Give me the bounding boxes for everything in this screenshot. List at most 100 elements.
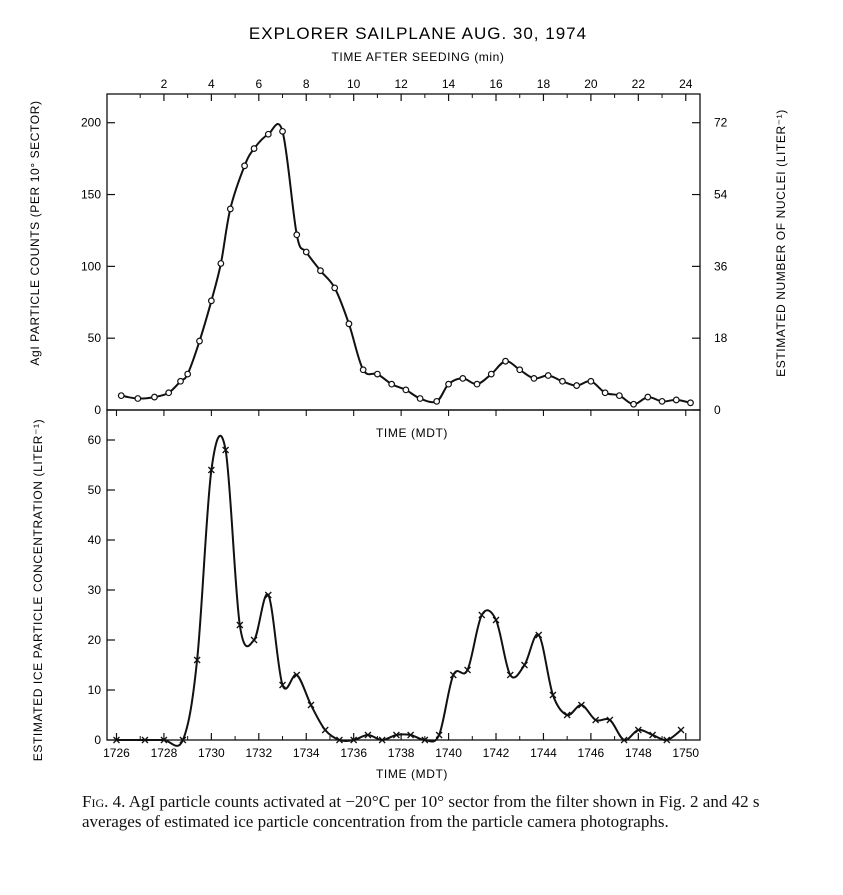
top-y-tick-label: 0	[94, 403, 101, 417]
data-point-circle	[459, 375, 467, 382]
data-point-x	[179, 736, 187, 744]
bottom-y-tick-label: 10	[88, 683, 102, 697]
data-point-x-stroke	[335, 736, 343, 744]
top-x-tick-label: 10	[347, 77, 361, 91]
data-point-circle	[544, 372, 552, 379]
data-point-x-stroke	[663, 736, 671, 744]
data-point-x-stroke	[236, 621, 244, 629]
top-y-tick-label: 150	[81, 188, 101, 202]
data-point-x	[250, 636, 258, 644]
top-y-tick-label: 200	[81, 116, 101, 130]
top-y-tick-label: 50	[88, 331, 102, 345]
data-point-circle	[151, 393, 158, 401]
data-point-x	[464, 666, 472, 674]
data-point-x-stroke	[563, 711, 571, 719]
data-point-circle	[250, 145, 258, 152]
bottom-panel-frame	[106, 409, 701, 741]
data-point-x-stroke	[606, 716, 614, 724]
data-point-x-stroke	[506, 671, 514, 679]
top-panel-x-axis-label: TIME (MDT)	[376, 426, 448, 440]
data-point-x	[449, 671, 457, 679]
figure-caption: Fig. 4. AgI particle counts activated at…	[82, 792, 822, 832]
data-point-circle	[644, 393, 652, 401]
data-point-circle	[184, 370, 192, 378]
data-point-circle	[302, 248, 310, 256]
data-point-circle	[279, 127, 286, 135]
data-point-x	[113, 736, 120, 744]
top-y-tick-label: 100	[81, 259, 101, 273]
data-point-x-stroke	[592, 716, 600, 724]
data-point-x-stroke	[321, 726, 329, 734]
top-x-tick-label: 24	[679, 77, 693, 91]
data-point-x	[236, 621, 244, 629]
data-point-x	[421, 736, 429, 744]
data-point-circle	[207, 297, 215, 305]
top-right-y-tick-label: 0	[714, 403, 721, 417]
data-point-x-stroke	[549, 691, 557, 699]
caption-label: Fig. 4.	[82, 792, 126, 811]
data-point-circle	[217, 260, 225, 267]
data-point-circle	[516, 366, 524, 374]
top-x-tick-label: 8	[303, 77, 310, 91]
data-point-x	[577, 701, 585, 709]
data-point-circle	[615, 392, 623, 400]
top-panel-right-y-axis-label: ESTIMATED NUMBER OF NUCLEI (LITER⁻¹)	[774, 109, 788, 377]
bottom-y-tick-label: 60	[88, 433, 102, 447]
data-point-circle	[433, 397, 441, 405]
data-point-x-stroke	[677, 726, 685, 734]
bottom-panel-x-axis-label: TIME (MDT)	[376, 767, 448, 781]
data-point-x-stroke	[392, 731, 400, 739]
data-point-x	[222, 446, 230, 454]
top-series-line	[121, 123, 691, 406]
data-point-circle	[587, 377, 595, 385]
bottom-y-tick-label: 20	[88, 633, 102, 647]
bottom-x-tick-label: 1726	[103, 746, 130, 760]
data-point-x-stroke	[535, 631, 543, 639]
data-point-x	[435, 731, 443, 739]
bottom-x-tick-label: 1744	[530, 746, 557, 760]
data-point-x-stroke	[521, 661, 528, 669]
data-point-x	[160, 736, 168, 744]
data-point-circle	[165, 389, 173, 397]
data-point-x	[492, 616, 500, 624]
data-point-x	[378, 736, 386, 744]
data-point-circle	[196, 337, 203, 345]
data-point-circle	[601, 389, 609, 397]
bottom-x-tick-label: 1738	[388, 746, 415, 760]
data-point-circle	[559, 377, 566, 385]
data-point-x	[335, 736, 343, 744]
bottom-x-tick-label: 1746	[578, 746, 605, 760]
data-point-x	[506, 671, 514, 679]
data-point-x-stroke	[449, 671, 457, 679]
data-point-x	[279, 681, 286, 689]
data-point-x	[663, 736, 671, 744]
data-point-x-stroke	[179, 736, 187, 744]
data-point-x	[677, 726, 685, 734]
data-point-x-stroke	[577, 701, 585, 709]
bottom-series-line	[116, 434, 682, 747]
data-point-x	[549, 691, 557, 699]
top-x-tick-label: 2	[161, 77, 168, 91]
bottom-x-tick-label: 1740	[435, 746, 462, 760]
data-point-circle	[388, 380, 396, 388]
top-x-tick-label: 22	[632, 77, 646, 91]
data-point-circle	[487, 370, 495, 378]
data-point-x	[293, 671, 301, 679]
bottom-x-tick-label: 1728	[151, 746, 178, 760]
data-point-x-stroke	[293, 671, 301, 679]
data-point-x	[350, 736, 358, 744]
data-point-x-stroke	[264, 591, 272, 599]
data-point-x-stroke	[193, 656, 201, 664]
bottom-y-tick-label: 0	[94, 733, 101, 747]
data-point-circle	[134, 395, 142, 402]
bottom-y-tick-label: 30	[88, 583, 102, 597]
data-point-x-stroke	[364, 731, 372, 739]
data-point-circle	[331, 284, 339, 292]
data-point-x-stroke	[222, 446, 230, 454]
data-point-circle	[317, 267, 324, 275]
top-axis-label: TIME AFTER SEEDING (min)	[331, 50, 504, 64]
data-point-x	[407, 731, 415, 739]
data-point-x-stroke	[435, 731, 443, 739]
data-point-circle	[359, 366, 367, 374]
